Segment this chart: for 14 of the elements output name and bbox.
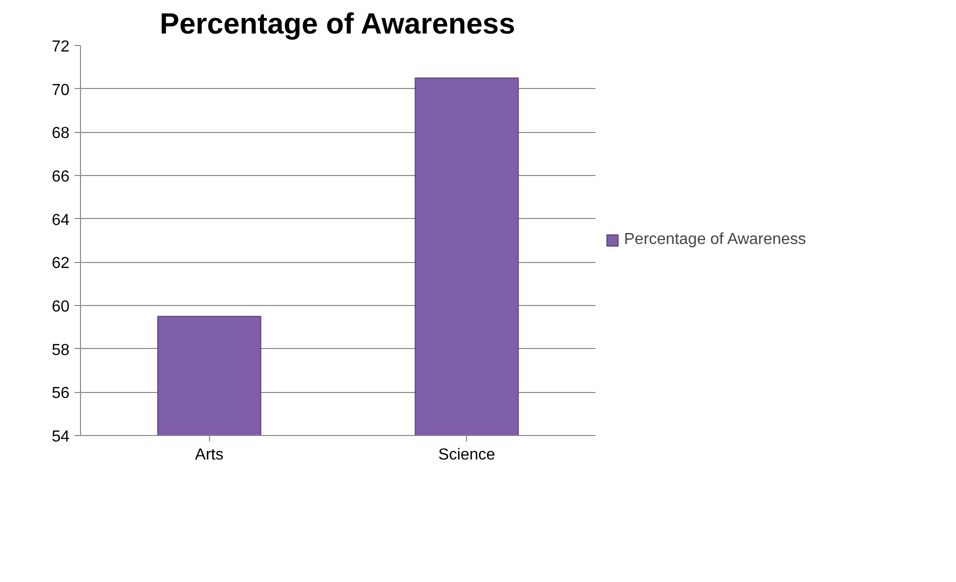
legend-label: Percentage of Awareness (624, 231, 806, 249)
x-tick-label: Science (438, 446, 496, 464)
y-tick-label: 54 (52, 428, 70, 446)
y-tick-label: 70 (52, 82, 70, 99)
y-tick-label: 56 (52, 385, 70, 402)
y-tick-label: 60 (52, 298, 70, 316)
y-tick-label: 68 (52, 125, 70, 142)
y-tick-label: 66 (52, 168, 70, 186)
y-tick-label: 64 (52, 212, 70, 229)
x-tick-label: Arts (195, 446, 224, 464)
y-tick-label: 62 (52, 255, 70, 272)
y-tick-label: 58 (52, 342, 70, 359)
chart-title: Percentage of Awareness (160, 8, 516, 40)
y-tick-label: 72 (52, 38, 70, 56)
